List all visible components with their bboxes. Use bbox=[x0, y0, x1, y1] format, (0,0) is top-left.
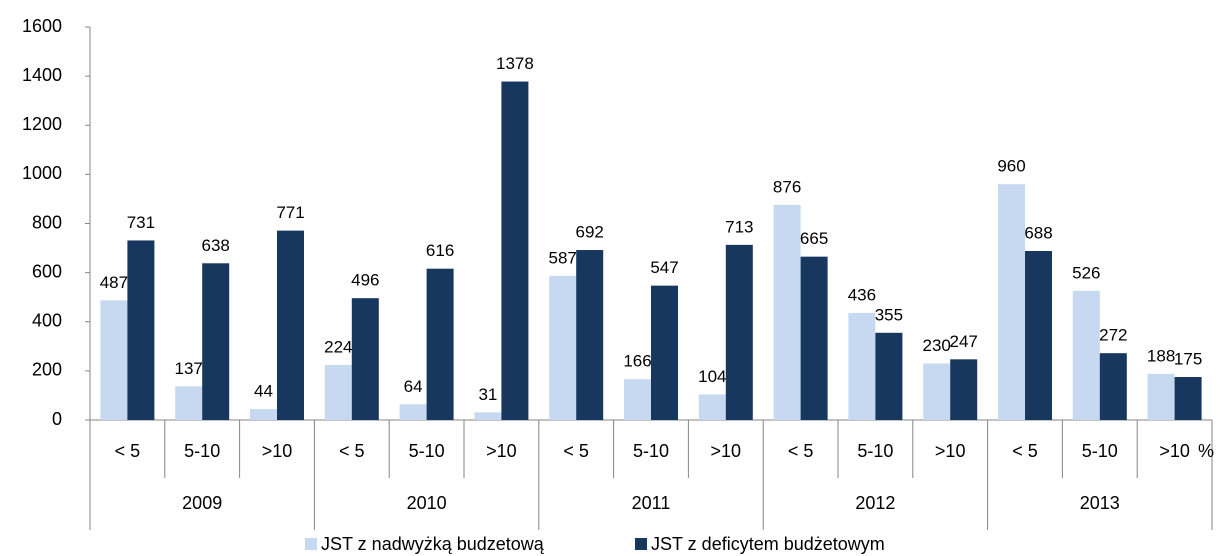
bar bbox=[773, 204, 801, 420]
bar bbox=[175, 386, 203, 420]
value-label: 104 bbox=[698, 367, 726, 386]
value-label: 247 bbox=[950, 332, 978, 351]
value-label: 175 bbox=[1174, 350, 1202, 369]
y-tick-label: 1600 bbox=[22, 16, 62, 36]
x-tick-label: >10 bbox=[711, 441, 742, 461]
bar bbox=[875, 332, 903, 420]
group-label: 2012 bbox=[855, 493, 895, 513]
bar bbox=[100, 300, 128, 420]
x-tick-label: 5-10 bbox=[409, 441, 445, 461]
bar bbox=[324, 364, 352, 420]
x-tick-label: >10 bbox=[935, 441, 966, 461]
x-tick-label: < 5 bbox=[115, 441, 141, 461]
value-label: 137 bbox=[175, 359, 203, 378]
y-tick-label: 1200 bbox=[22, 114, 62, 134]
value-label: 526 bbox=[1072, 263, 1100, 282]
bar bbox=[250, 409, 277, 420]
bar bbox=[202, 263, 230, 420]
bar bbox=[399, 404, 427, 420]
bar bbox=[698, 394, 726, 420]
bar bbox=[1174, 377, 1202, 420]
bar bbox=[1072, 290, 1100, 420]
bar bbox=[651, 285, 678, 420]
value-label: 355 bbox=[875, 305, 903, 324]
x-tick-label: < 5 bbox=[339, 441, 365, 461]
bar bbox=[1147, 373, 1175, 420]
x-tick-label: 5-10 bbox=[1082, 441, 1118, 461]
x-tick-label: 5-10 bbox=[184, 441, 220, 461]
legend-label: JST z deficytem budżetowym bbox=[651, 534, 885, 554]
bar bbox=[474, 412, 502, 420]
bar bbox=[501, 81, 529, 420]
x-tick-label: < 5 bbox=[1012, 441, 1038, 461]
value-label: 688 bbox=[1024, 223, 1052, 242]
bar bbox=[1025, 251, 1052, 420]
y-tick-label: 600 bbox=[32, 261, 62, 281]
value-label: 44 bbox=[254, 382, 273, 401]
value-label: 496 bbox=[351, 271, 379, 290]
bar bbox=[576, 250, 604, 420]
value-label: 587 bbox=[549, 248, 577, 267]
group-label: 2009 bbox=[182, 493, 222, 513]
value-label: 638 bbox=[202, 236, 230, 255]
group-label: 2013 bbox=[1080, 493, 1120, 513]
group-label: 2011 bbox=[632, 493, 671, 513]
bar bbox=[725, 244, 753, 420]
bar bbox=[549, 275, 577, 420]
value-label: 692 bbox=[576, 223, 604, 242]
value-label: 272 bbox=[1099, 326, 1127, 345]
value-label: 876 bbox=[773, 177, 801, 196]
bar bbox=[1099, 353, 1127, 420]
value-label: 230 bbox=[923, 336, 951, 355]
bar bbox=[426, 268, 454, 420]
y-tick-label: 200 bbox=[32, 360, 62, 380]
value-label: 713 bbox=[725, 217, 753, 236]
bar bbox=[998, 184, 1025, 420]
value-label: 188 bbox=[1147, 346, 1175, 365]
bar bbox=[950, 359, 978, 420]
value-label: 436 bbox=[848, 285, 876, 304]
bar bbox=[351, 298, 379, 420]
x-tick-label: >10 bbox=[262, 441, 293, 461]
x-tick-label: >10 bbox=[486, 441, 517, 461]
y-tick-label: 800 bbox=[32, 212, 62, 232]
legend-label: JST z nadwyżką budzetową bbox=[321, 534, 545, 554]
bar bbox=[923, 363, 951, 420]
x-tick-label: < 5 bbox=[788, 441, 814, 461]
bar bbox=[800, 256, 828, 420]
value-label: 960 bbox=[997, 157, 1025, 176]
x-tick-label: 5-10 bbox=[857, 441, 893, 461]
annotation: % bbox=[1198, 441, 1214, 461]
y-tick-label: 400 bbox=[32, 311, 62, 331]
bar bbox=[848, 312, 876, 420]
value-label: 31 bbox=[478, 385, 497, 404]
value-label: 771 bbox=[276, 203, 304, 222]
y-tick-label: 1000 bbox=[22, 163, 62, 183]
value-label: 487 bbox=[100, 273, 128, 292]
x-tick-label: < 5 bbox=[563, 441, 589, 461]
x-tick-label: 5-10 bbox=[633, 441, 669, 461]
bar bbox=[127, 240, 155, 420]
value-label: 665 bbox=[800, 229, 828, 248]
x-tick-label: >10 bbox=[1159, 441, 1190, 461]
value-label: 166 bbox=[623, 352, 651, 371]
value-label: 224 bbox=[324, 337, 352, 356]
value-label: 547 bbox=[650, 258, 678, 277]
group-label: 2010 bbox=[407, 493, 447, 513]
bar bbox=[624, 379, 651, 420]
value-label: 1378 bbox=[496, 54, 534, 73]
y-tick-label: 1400 bbox=[22, 65, 62, 85]
legend-swatch bbox=[305, 538, 317, 550]
bar bbox=[277, 230, 304, 420]
value-label: 616 bbox=[426, 241, 454, 260]
y-tick-label: 0 bbox=[52, 409, 62, 429]
value-label: 64 bbox=[404, 377, 423, 396]
legend-swatch bbox=[635, 538, 647, 550]
value-label: 731 bbox=[127, 213, 155, 232]
